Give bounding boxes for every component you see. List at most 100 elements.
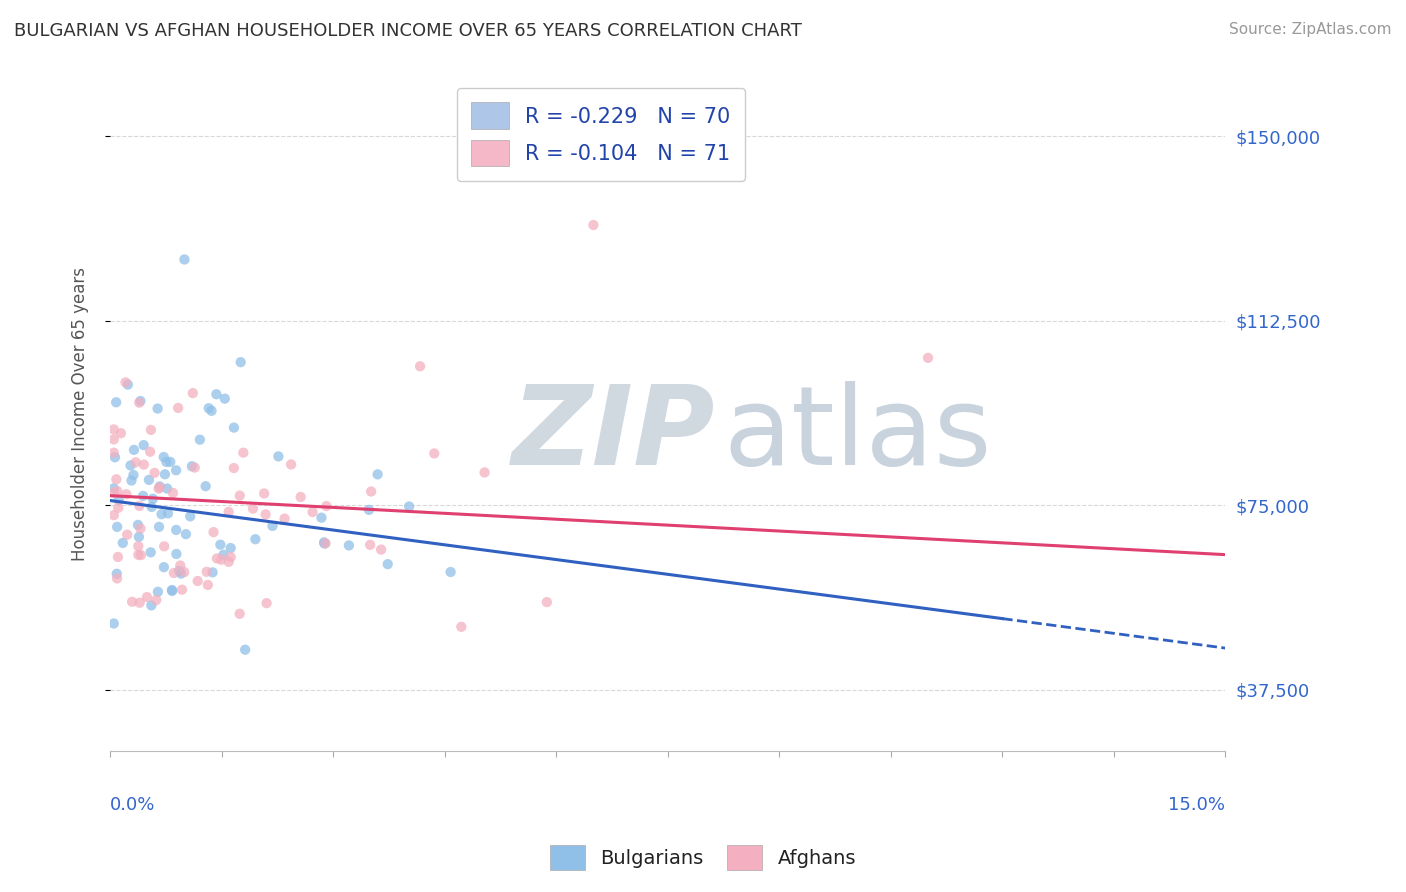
Point — [267, 450, 290, 464]
Point — [222, 420, 245, 434]
Point — [280, 458, 302, 472]
Point — [200, 404, 222, 418]
Point — [156, 482, 179, 496]
Point — [103, 485, 125, 500]
Point — [187, 574, 209, 588]
Point — [214, 392, 236, 406]
Point — [110, 426, 132, 441]
Point — [232, 446, 254, 460]
Point — [167, 564, 190, 578]
Point — [398, 500, 420, 514]
Point — [209, 538, 232, 552]
Text: BULGARIAN VS AFGHAN HOUSEHOLDER INCOME OVER 65 YEARS CORRELATION CHART: BULGARIAN VS AFGHAN HOUSEHOLDER INCOME O… — [14, 22, 801, 40]
Point — [124, 455, 146, 469]
Point — [188, 433, 211, 447]
Point — [127, 548, 149, 562]
Legend: Bulgarians, Afghans: Bulgarians, Afghans — [543, 838, 863, 878]
Point — [160, 584, 183, 599]
Point — [107, 493, 129, 508]
Point — [245, 533, 267, 547]
Point — [103, 446, 125, 460]
Point — [173, 252, 195, 267]
Point — [143, 466, 166, 480]
Point — [228, 607, 250, 621]
Point — [212, 548, 235, 562]
Point — [229, 489, 252, 503]
Point — [153, 539, 176, 553]
Point — [127, 539, 149, 553]
Point — [132, 458, 155, 472]
Point — [149, 479, 172, 493]
Point — [103, 433, 125, 447]
Point — [357, 503, 380, 517]
Point — [165, 523, 187, 537]
Point — [197, 578, 219, 592]
Point — [423, 446, 446, 460]
Point — [162, 486, 184, 500]
Point — [315, 536, 337, 550]
Point — [128, 596, 150, 610]
Point — [152, 450, 174, 464]
Point — [194, 479, 217, 493]
Point — [160, 582, 183, 597]
Point — [105, 484, 128, 499]
Point — [132, 489, 155, 503]
Point — [209, 552, 232, 566]
Point — [129, 522, 152, 536]
Point — [121, 595, 143, 609]
Point — [122, 468, 145, 483]
Point — [202, 525, 225, 540]
Point — [145, 593, 167, 607]
Point — [222, 461, 245, 475]
Point — [315, 499, 337, 513]
Point — [129, 548, 152, 562]
Point — [121, 474, 143, 488]
Point — [105, 395, 128, 409]
Point — [149, 481, 172, 495]
Point — [139, 545, 162, 559]
Point — [103, 422, 125, 436]
Point — [105, 571, 128, 585]
Point — [197, 401, 219, 416]
Point — [150, 507, 173, 521]
Point — [174, 527, 197, 541]
Point — [115, 527, 138, 541]
Point — [111, 536, 134, 550]
Point — [115, 487, 138, 501]
Text: 15.0%: 15.0% — [1168, 796, 1226, 814]
Point — [290, 490, 312, 504]
Point — [173, 565, 195, 579]
Point — [169, 558, 191, 573]
Point — [165, 463, 187, 477]
Point — [153, 467, 176, 482]
Point — [155, 455, 177, 469]
Point — [122, 442, 145, 457]
Point — [229, 355, 252, 369]
Point — [262, 519, 284, 533]
Point — [105, 472, 128, 486]
Point — [156, 507, 179, 521]
Point — [141, 500, 163, 514]
Point — [218, 555, 240, 569]
Point — [242, 501, 264, 516]
Point — [536, 595, 558, 609]
Point — [370, 542, 392, 557]
Point — [120, 458, 142, 473]
Point — [205, 551, 228, 566]
Text: atlas: atlas — [724, 381, 993, 488]
Point — [337, 538, 360, 552]
Point — [301, 505, 323, 519]
Point — [136, 590, 159, 604]
Point — [170, 582, 193, 597]
Point — [146, 401, 169, 416]
Point — [104, 450, 127, 465]
Point — [167, 401, 190, 415]
Point — [219, 541, 242, 555]
Point — [360, 484, 382, 499]
Point — [254, 508, 277, 522]
Point — [153, 560, 176, 574]
Point — [184, 460, 207, 475]
Point — [163, 566, 186, 580]
Point — [128, 395, 150, 409]
Point — [170, 566, 193, 581]
